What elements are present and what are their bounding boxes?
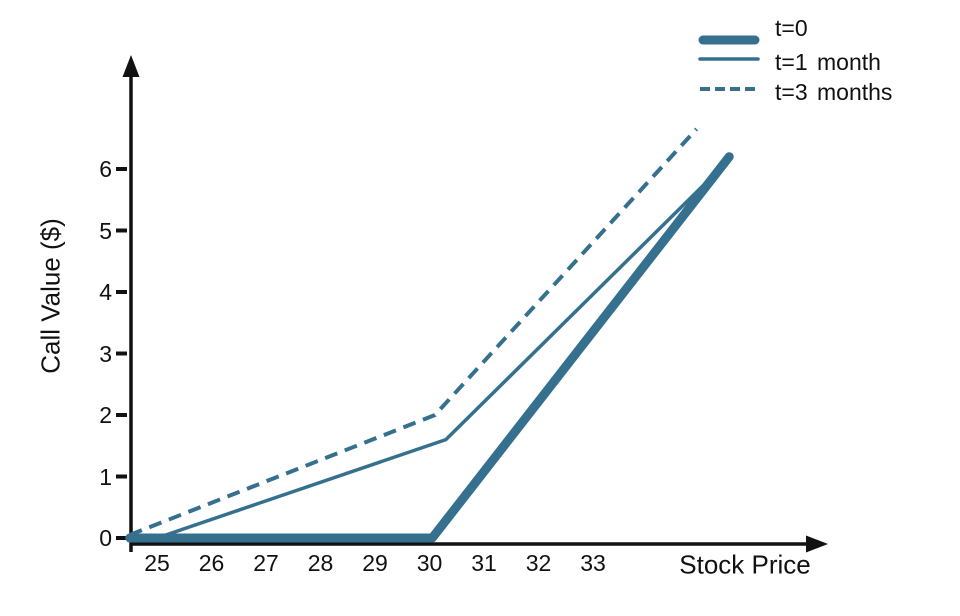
y-tick-label: 1 bbox=[99, 463, 112, 490]
y-tick-label: 2 bbox=[99, 402, 112, 428]
legend-sample-line-t3-months bbox=[700, 87, 756, 91]
y-tick-label: 0 bbox=[99, 525, 112, 551]
legend-label-t0: t=0 bbox=[775, 15, 808, 41]
legend-sample-line-t0 bbox=[698, 35, 760, 45]
y-tick-label: 6 bbox=[99, 156, 112, 182]
legend-label-t3-months: t=3 months bbox=[775, 79, 893, 105]
y-tick-label: 3 bbox=[99, 340, 112, 367]
x-tick-label: 30 bbox=[416, 550, 443, 576]
series-line-t-1-month bbox=[155, 158, 731, 540]
y-tick-label: 5 bbox=[99, 217, 112, 244]
y-axis-arrow-icon bbox=[122, 55, 140, 77]
x-tick-label: 27 bbox=[253, 550, 279, 576]
y-tick-label: 4 bbox=[99, 279, 112, 305]
x-tick-label: 33 bbox=[580, 550, 606, 576]
x-tick-label: 25 bbox=[144, 550, 170, 576]
y-axis-title: Call Value ($) bbox=[35, 218, 66, 374]
x-tick-label: 26 bbox=[198, 550, 225, 576]
legend-label-t1-month: t=1 month bbox=[775, 49, 881, 75]
series-line-t-3-months bbox=[129, 127, 699, 537]
series-line-t-0 bbox=[125, 152, 734, 543]
legend-sample-line-t1-month bbox=[698, 57, 760, 61]
x-tick-label: 31 bbox=[471, 550, 497, 576]
x-axis-arrow-icon bbox=[806, 535, 828, 553]
x-tick-label: 29 bbox=[362, 550, 388, 576]
x-tick-label: 32 bbox=[525, 550, 552, 576]
x-axis-title: Stock Price bbox=[679, 549, 811, 580]
x-tick-label: 28 bbox=[307, 550, 334, 576]
